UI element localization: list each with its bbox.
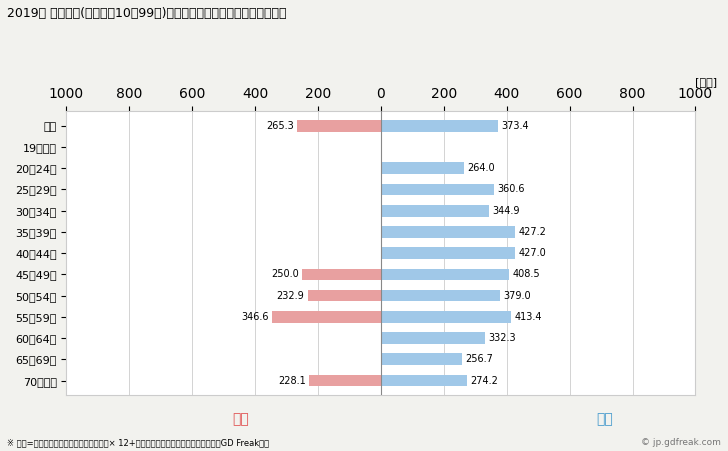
Text: 女性: 女性 <box>232 412 249 426</box>
Text: 373.4: 373.4 <box>502 121 529 131</box>
Bar <box>272 311 381 322</box>
Text: 274.2: 274.2 <box>470 376 498 386</box>
Bar <box>381 268 510 280</box>
Text: © jp.gdfreak.com: © jp.gdfreak.com <box>641 438 721 447</box>
Text: 346.6: 346.6 <box>241 312 269 322</box>
Bar <box>381 332 486 344</box>
Text: 男性: 男性 <box>596 412 613 426</box>
Bar <box>298 120 381 132</box>
Text: 427.0: 427.0 <box>518 248 546 258</box>
Text: 256.7: 256.7 <box>464 354 493 364</box>
Text: 228.1: 228.1 <box>278 376 306 386</box>
Bar <box>381 184 494 195</box>
Bar <box>381 120 499 132</box>
Text: 265.3: 265.3 <box>266 121 294 131</box>
Bar <box>381 205 489 216</box>
Text: [万円]: [万円] <box>695 77 717 87</box>
Text: 264.0: 264.0 <box>467 163 495 173</box>
Bar <box>309 375 381 387</box>
Text: 360.6: 360.6 <box>497 184 525 194</box>
Bar <box>381 311 511 322</box>
Text: ※ 年収=「きまって支給する現金給与額」× 12+「年間賞与その他特別給与額」としてGD Freak推計: ※ 年収=「きまって支給する現金給与額」× 12+「年間賞与その他特別給与額」と… <box>7 438 269 447</box>
Bar <box>381 354 462 365</box>
Text: 379.0: 379.0 <box>503 290 531 301</box>
Bar <box>308 290 381 301</box>
Text: 2019年 民間企業(従業者数10〜99人)フルタイム労働者の男女別平均年収: 2019年 民間企業(従業者数10〜99人)フルタイム労働者の男女別平均年収 <box>7 7 287 20</box>
Bar <box>381 375 467 387</box>
Text: 250.0: 250.0 <box>272 269 299 279</box>
Bar <box>381 162 464 174</box>
Bar <box>381 247 515 259</box>
Text: 408.5: 408.5 <box>513 269 540 279</box>
Text: 344.9: 344.9 <box>493 206 520 216</box>
Text: 232.9: 232.9 <box>277 290 304 301</box>
Bar <box>381 290 500 301</box>
Bar <box>302 268 381 280</box>
Text: 427.2: 427.2 <box>518 227 546 237</box>
Text: 413.4: 413.4 <box>514 312 542 322</box>
Text: 332.3: 332.3 <box>488 333 516 343</box>
Bar <box>381 226 515 238</box>
